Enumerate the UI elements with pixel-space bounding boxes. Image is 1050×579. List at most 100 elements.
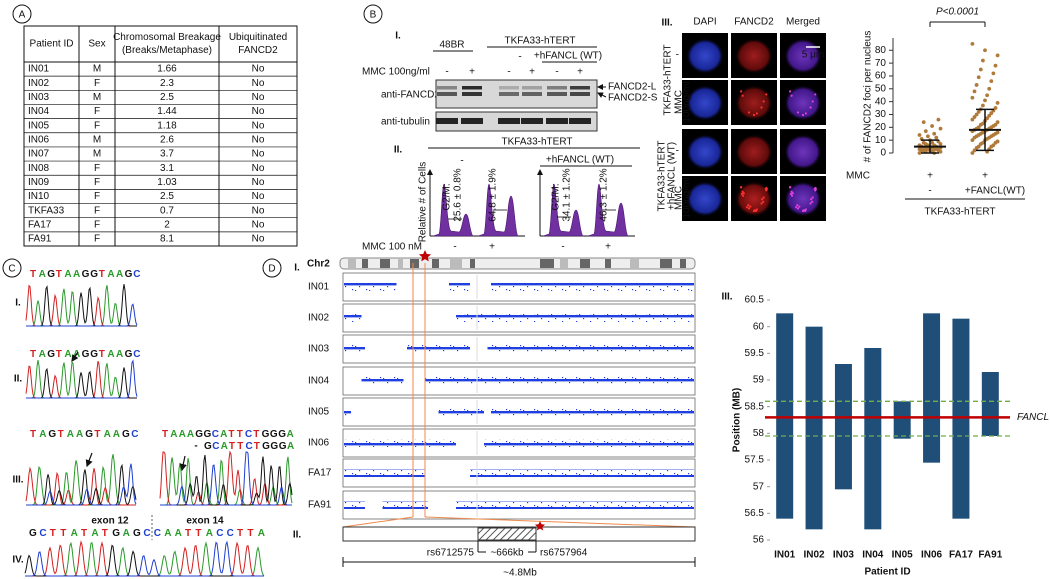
pointer-arrow <box>85 452 93 468</box>
dot <box>970 138 975 143</box>
row-label: MMC <box>674 90 685 114</box>
dot <box>983 98 987 103</box>
g2m-label: G2/M: <box>551 183 562 210</box>
cn-signal <box>484 439 694 447</box>
base: C <box>212 441 219 452</box>
x-tick-label: IN01 <box>774 550 796 561</box>
dot <box>938 126 943 131</box>
cn-signal <box>344 408 351 416</box>
dot <box>995 130 1000 135</box>
base: T <box>99 269 105 280</box>
y-tick-label: 70 <box>875 58 887 69</box>
dot <box>983 48 987 53</box>
base: G <box>47 349 55 360</box>
focus <box>741 190 744 193</box>
cn-signal <box>438 408 484 416</box>
base: T <box>229 441 235 452</box>
lane-sign: + <box>529 67 535 78</box>
band <box>547 92 567 96</box>
table-cell: 2.5 <box>160 191 174 202</box>
dot <box>930 140 934 145</box>
deleted-region <box>477 527 537 541</box>
row-group: +hFANCL (WT) <box>667 142 678 210</box>
subpanel-label: III. <box>661 18 672 29</box>
lane-sign: + <box>469 67 475 78</box>
focus <box>764 187 767 190</box>
table-cell: No <box>252 205 265 216</box>
base: G <box>262 441 270 452</box>
sample-label: IN02 <box>308 313 330 324</box>
band <box>437 92 457 96</box>
base: T <box>185 528 191 539</box>
focus <box>813 187 816 190</box>
panel-badge <box>363 4 383 24</box>
subpanel-label: IV. <box>12 555 24 566</box>
focus <box>740 192 744 196</box>
range-bar <box>952 318 970 519</box>
ideogram-band <box>630 259 639 268</box>
g2m-value: 46.3 ± 1.2% <box>599 168 610 221</box>
panel-label: D <box>268 264 275 275</box>
base: G <box>90 349 98 360</box>
focus <box>747 111 751 114</box>
focus <box>760 202 763 205</box>
focus <box>811 200 814 203</box>
panel-badge <box>2 258 22 278</box>
focus <box>790 190 793 193</box>
base: G <box>82 349 90 360</box>
focus <box>809 106 812 109</box>
dot <box>930 124 934 128</box>
dot <box>917 147 922 152</box>
base: A <box>39 429 46 440</box>
dot <box>995 101 1000 105</box>
panel-badge <box>12 4 32 24</box>
chromatogram-trace <box>26 463 137 506</box>
flow-histogram <box>587 183 629 237</box>
base: A <box>221 441 228 452</box>
table-cell: F <box>94 78 100 89</box>
band <box>499 86 519 90</box>
focus <box>741 94 744 97</box>
table-cell: FA91 <box>28 234 52 245</box>
focus <box>760 106 763 109</box>
sample-label: FA17 <box>308 468 332 479</box>
range-bar <box>834 364 852 490</box>
focus <box>788 185 792 189</box>
sample-label: IN05 <box>308 407 330 418</box>
dot <box>993 63 998 68</box>
table-cell: No <box>252 191 265 202</box>
scale-label: 5 μm <box>802 50 824 61</box>
y-axis-label: # of FANCD2 foci per nucleus <box>863 31 874 163</box>
y-tick-label: 56.5 <box>745 508 765 519</box>
ideogram-band <box>560 259 568 268</box>
chromatogram-trace <box>26 284 137 327</box>
table-header: Chromosomal Breakage <box>113 32 221 43</box>
dot <box>932 131 937 136</box>
focus <box>747 204 750 207</box>
dot <box>976 110 981 114</box>
dot <box>978 67 983 72</box>
snp-label: rs6757964 <box>540 548 588 559</box>
table-cell: 1.03 <box>157 177 177 188</box>
base: G <box>85 429 93 440</box>
nucleus <box>686 38 724 74</box>
base: T <box>237 429 243 440</box>
chromatogram-trace <box>26 360 137 399</box>
base: T <box>30 269 36 280</box>
g2m-label: G2/M: <box>442 183 453 210</box>
row-group: TKFA33-hTERT <box>657 141 668 212</box>
nucleus <box>686 134 724 170</box>
nucleus <box>784 85 822 121</box>
base: C <box>154 528 161 539</box>
snp-label: rs6712575 <box>427 548 475 559</box>
y-tick-label: 50 <box>875 83 887 94</box>
label: anti-FANCD2 <box>381 90 440 101</box>
label: 48BR <box>439 40 464 51</box>
base: T <box>195 528 201 539</box>
focus <box>811 196 814 199</box>
base: T <box>162 429 168 440</box>
dot <box>970 151 975 155</box>
base: A <box>116 349 123 360</box>
band <box>437 86 457 90</box>
